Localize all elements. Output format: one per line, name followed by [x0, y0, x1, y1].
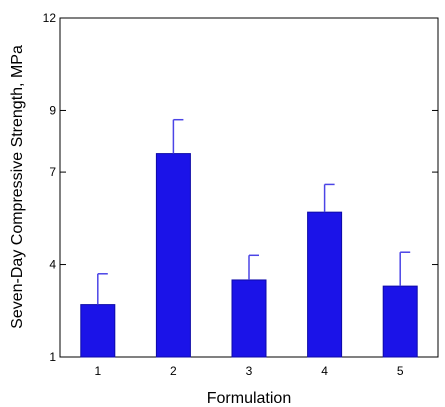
- x-tick-label-3: 4: [321, 364, 328, 378]
- bar-1: [80, 304, 116, 358]
- error-bars-group: [97, 118, 411, 305]
- bar-3: [231, 279, 267, 358]
- y-tick-label-0: 1: [49, 350, 56, 364]
- y-tick-label-3: 9: [49, 103, 56, 117]
- x-tick-label-0: 1: [94, 364, 101, 378]
- x-axis-title: Formulation: [207, 390, 291, 407]
- y-tick-label-2: 7: [49, 165, 56, 179]
- bar-2: [155, 153, 191, 358]
- bar-5: [382, 285, 418, 358]
- y-tick-label-4: 12: [43, 11, 57, 25]
- y-tick-label-1: 4: [49, 258, 56, 272]
- x-tick-label-4: 5: [397, 364, 404, 378]
- x-tick-label-2: 3: [246, 364, 253, 378]
- x-tick-label-1: 2: [170, 364, 177, 378]
- bar-4: [307, 211, 343, 358]
- y-axis-ticks: 1 4 7 9 12: [43, 11, 438, 364]
- y-axis-title: Seven-Day Compressive Strength, MPa: [9, 45, 26, 329]
